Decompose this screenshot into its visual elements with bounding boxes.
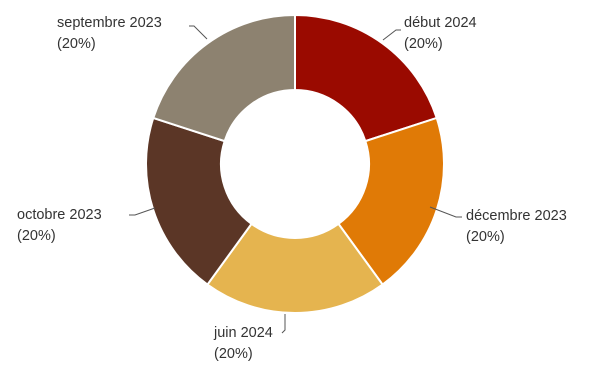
slice-percent-label: (20%) [214,346,253,362]
pie-slice[interactable] [294,13,438,143]
pie-slice[interactable] [206,222,384,314]
slice-label: octobre 2023 [17,207,102,223]
chart-leader-lines [129,25,462,334]
leader-line [382,29,401,41]
leader-line [189,25,208,40]
leader-line [429,206,462,218]
slice-label: décembre 2023 [466,208,567,224]
leader-line [281,314,286,334]
slice-percent-label: (20%) [466,229,505,245]
leader-line [129,207,156,216]
slice-percent-label: (20%) [404,36,443,52]
chart-labels: début 2024 (20%) décembre 2023 (20%) juin 20… [17,15,567,362]
chart-slices [145,13,445,314]
slice-label: septembre 2023 [57,15,162,31]
pie-slice[interactable] [152,13,296,143]
slice-label: juin 2024 [213,325,273,341]
slice-label: début 2024 [404,15,477,31]
slice-percent-label: (20%) [17,228,56,244]
pie-slice[interactable] [145,116,253,286]
pie-slice[interactable] [337,116,445,286]
slice-percent-label: (20%) [57,36,96,52]
